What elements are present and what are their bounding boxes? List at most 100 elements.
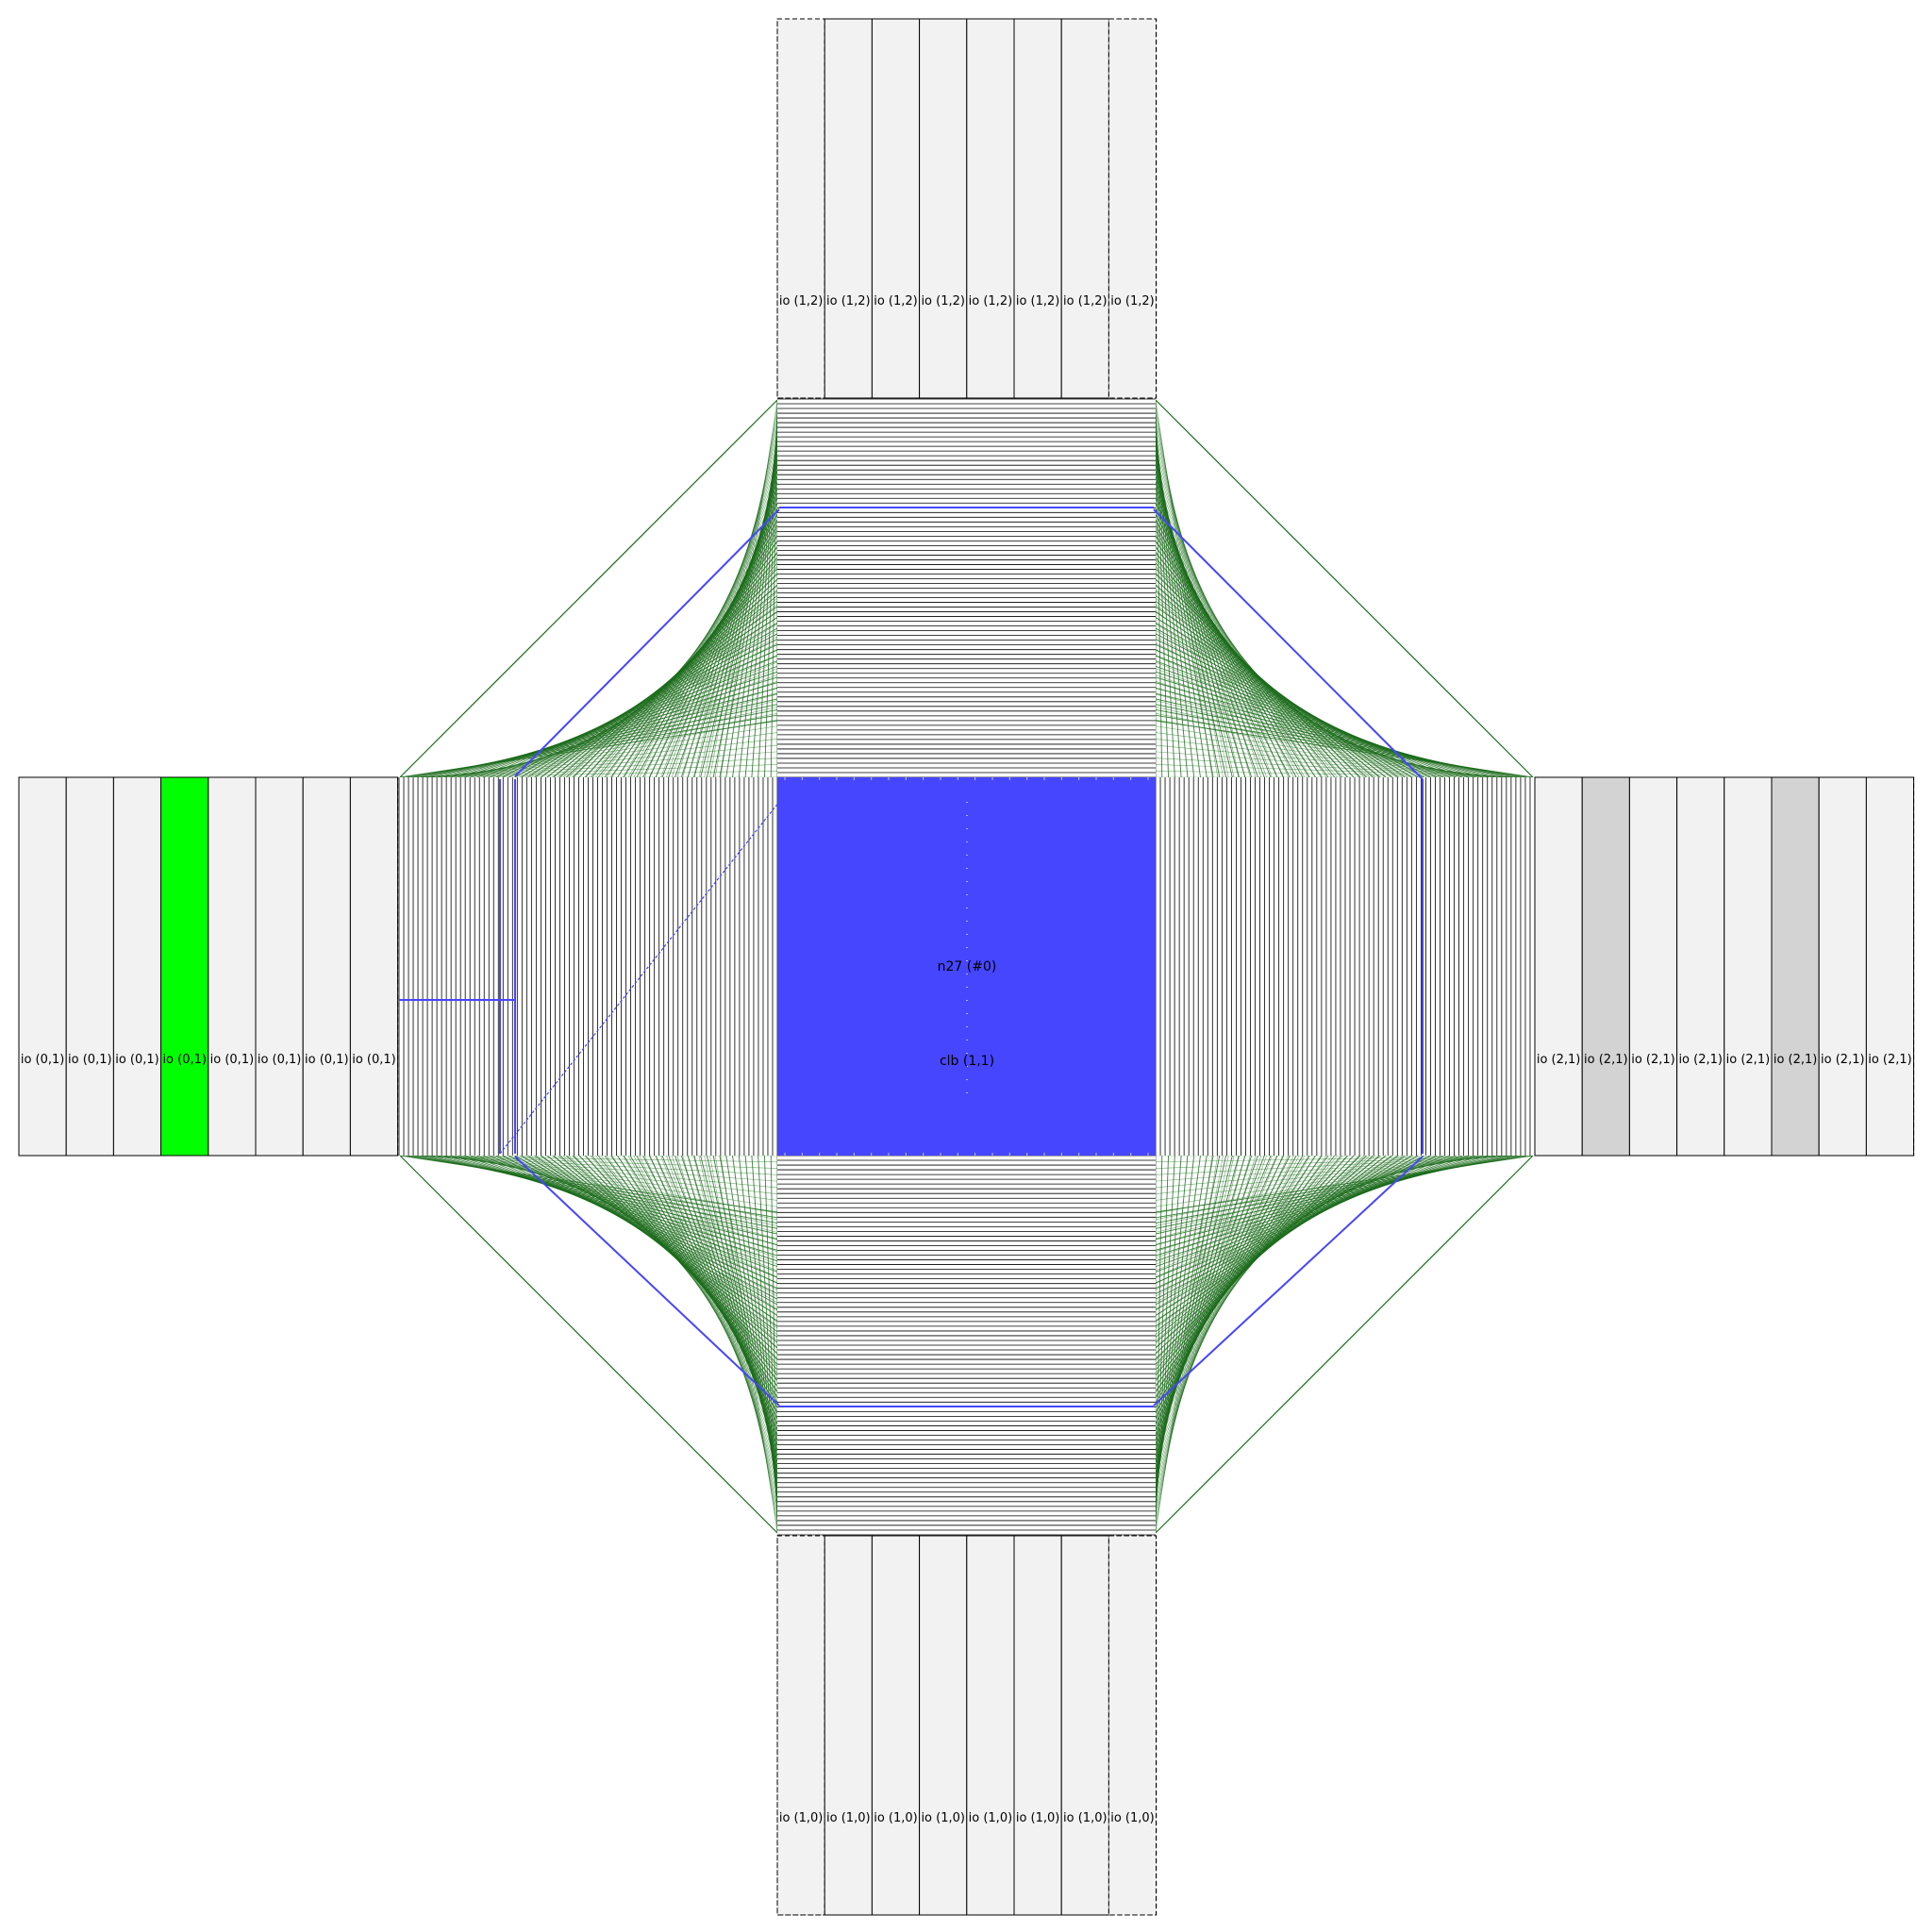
io-left-strip: io (0,1) io (0,1) io (0,1) io (0,1) io (0,1)… bbox=[18, 776, 399, 1157]
io-block[interactable] bbox=[966, 18, 1015, 399]
io-block[interactable] bbox=[1865, 776, 1915, 1157]
switch-connection bbox=[763, 410, 778, 778]
io-block[interactable] bbox=[871, 1535, 921, 1916]
io-block-label: io (2,1) bbox=[1821, 1053, 1865, 1067]
io-block[interactable] bbox=[1060, 18, 1109, 399]
io-block-label: io (1,2) bbox=[779, 294, 824, 308]
io-block-label: io (1,0) bbox=[969, 1811, 1013, 1825]
channel-right bbox=[1155, 777, 1536, 1156]
io-block-label: io (2,1) bbox=[1774, 1053, 1818, 1067]
io-block-label: io (1,0) bbox=[1063, 1811, 1108, 1825]
io-block[interactable] bbox=[18, 776, 67, 1157]
io-block[interactable] bbox=[919, 1535, 968, 1916]
switch-connection bbox=[1155, 1155, 1517, 1175]
switch-box-edge bbox=[399, 399, 778, 778]
channel-top bbox=[777, 398, 1156, 778]
switch-connection bbox=[1155, 1155, 1523, 1169]
io-right-strip: io (2,1) io (2,1) io (2,1) io (2,1) io (2,1)… bbox=[1534, 776, 1915, 1157]
switch-connection bbox=[720, 399, 778, 778]
io-block[interactable] bbox=[1818, 776, 1867, 1157]
io-block[interactable] bbox=[160, 776, 209, 1157]
io-block[interactable] bbox=[776, 18, 825, 399]
io-block[interactable] bbox=[1771, 776, 1820, 1157]
io-block[interactable] bbox=[776, 1535, 825, 1916]
switch-box-connections bbox=[399, 399, 1534, 1534]
io-block[interactable] bbox=[824, 18, 873, 399]
io-block-label: io (0,1) bbox=[352, 1053, 396, 1067]
io-block[interactable] bbox=[65, 776, 114, 1157]
net-segment bbox=[1153, 1156, 1424, 1407]
io-block-label: io (1,2) bbox=[826, 294, 871, 308]
io-block-label: io (0,1) bbox=[21, 1053, 65, 1067]
switch-connection bbox=[1155, 410, 1170, 778]
io-block-label: io (1,2) bbox=[1063, 294, 1108, 308]
switch-box-edge bbox=[1155, 399, 1534, 778]
switch-box-edge bbox=[399, 1155, 778, 1534]
switch-connection bbox=[1155, 1155, 1333, 1393]
switch-connection bbox=[1155, 497, 1272, 778]
io-block-label: io (1,2) bbox=[969, 294, 1013, 308]
io-block-label: io (0,1) bbox=[68, 1053, 112, 1067]
switch-connection bbox=[399, 1155, 778, 1213]
io-block-label: io (0,1) bbox=[210, 1053, 255, 1067]
switch-connection bbox=[1155, 1155, 1272, 1436]
io-strip-border bbox=[776, 18, 1158, 399]
switch-connection bbox=[1155, 764, 1523, 778]
io-block[interactable] bbox=[1534, 776, 1583, 1157]
switch-connection bbox=[600, 540, 778, 778]
io-block[interactable] bbox=[1108, 18, 1158, 399]
channel-left bbox=[398, 777, 778, 1156]
io-block[interactable] bbox=[255, 776, 304, 1157]
switch-connection bbox=[1155, 534, 1327, 778]
io-block[interactable] bbox=[871, 18, 921, 399]
io-block-label: io (1,0) bbox=[874, 1811, 918, 1825]
io-block-label: io (2,1) bbox=[1678, 1053, 1723, 1067]
routing-channels bbox=[398, 398, 1536, 1536]
io-block-label: io (1,0) bbox=[1110, 1811, 1155, 1825]
net-segment bbox=[514, 1156, 780, 1407]
switch-connection bbox=[600, 1155, 778, 1393]
io-block-label: io (2,1) bbox=[1584, 1053, 1628, 1067]
io-top-strip: io (1,2) io (1,2) io (1,2) io (1,2) io (1,2)… bbox=[776, 18, 1158, 399]
routed-net-n27[interactable] bbox=[399, 507, 1424, 1407]
net-segment bbox=[514, 508, 780, 777]
io-block[interactable] bbox=[966, 1535, 1015, 1916]
io-block-label: io (1,0) bbox=[826, 1811, 871, 1825]
io-block-label: io (2,1) bbox=[1726, 1053, 1771, 1067]
io-block[interactable] bbox=[824, 1535, 873, 1916]
io-bottom-strip: io (1,0) io (1,0) io (1,0) io (1,0) io (1,0)… bbox=[776, 1535, 1158, 1916]
io-block-label: io (1,0) bbox=[1016, 1811, 1060, 1825]
switch-connection bbox=[416, 757, 778, 778]
io-block[interactable] bbox=[919, 18, 968, 399]
io-block[interactable] bbox=[1724, 776, 1773, 1157]
io-block[interactable] bbox=[1013, 18, 1062, 399]
io-block[interactable] bbox=[112, 776, 162, 1157]
switch-connection bbox=[661, 497, 778, 778]
io-block[interactable] bbox=[1060, 1535, 1109, 1916]
switch-connection bbox=[399, 720, 778, 778]
io-block[interactable] bbox=[302, 776, 351, 1157]
clb-block[interactable]: n27 (#0) clb (1,1) bbox=[777, 777, 1156, 1156]
switch-connection bbox=[661, 1155, 778, 1436]
io-block-label: io (2,1) bbox=[1537, 1053, 1581, 1067]
io-block-label: io (0,1) bbox=[305, 1053, 349, 1067]
switch-connection bbox=[1155, 757, 1517, 778]
switch-box-edge bbox=[1155, 1155, 1534, 1534]
io-block[interactable] bbox=[1108, 1535, 1158, 1916]
io-strip-border bbox=[18, 776, 399, 1157]
switch-connection bbox=[410, 764, 778, 778]
clb-label: clb (1,1) bbox=[940, 1054, 994, 1069]
io-block[interactable] bbox=[1581, 776, 1630, 1157]
channel-bottom bbox=[777, 1155, 1156, 1536]
io-block[interactable] bbox=[1013, 1535, 1062, 1916]
io-block[interactable] bbox=[208, 776, 257, 1157]
switch-connection bbox=[410, 1155, 778, 1169]
io-block[interactable] bbox=[1628, 776, 1678, 1157]
io-block[interactable] bbox=[1676, 776, 1725, 1157]
switch-connection bbox=[1155, 1155, 1213, 1534]
switch-connection bbox=[1155, 1155, 1534, 1213]
io-block[interactable] bbox=[349, 776, 399, 1157]
net-label: n27 (#0) bbox=[938, 959, 997, 974]
